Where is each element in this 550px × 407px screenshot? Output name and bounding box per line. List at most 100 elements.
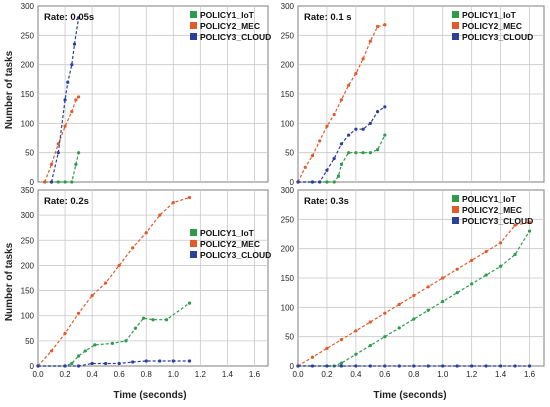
data-point-policy1-iot [484,273,488,277]
y-axis-label-top: Number of tasks [4,50,15,129]
data-point-policy2-mec [76,95,81,99]
legend-swatch [190,33,197,40]
data-point-policy1-iot [76,151,81,155]
data-point-policy3-cloud [397,364,401,368]
y-tick-label: 200 [281,245,295,254]
data-point-policy3-cloud [484,364,488,368]
data-point-policy1-iot [455,291,459,295]
x-tick-label: 1.2 [466,370,478,379]
data-point-policy3-cloud [131,360,135,364]
y-tick-label: 50 [285,333,294,342]
data-point-policy3-cloud [441,364,445,368]
y-tick-label: 150 [281,90,295,99]
data-point-policy2-mec [332,112,336,117]
x-tick-label: 1.4 [222,370,234,379]
data-point-policy2-mec [63,331,67,335]
y-tick-label: 200 [21,61,35,70]
data-point-policy2-mec [375,24,380,29]
data-point-policy1-iot [339,361,344,365]
data-point-policy2-mec [63,124,67,128]
data-point-policy2-mec [90,294,94,298]
data-point-policy3-cloud [171,359,175,363]
data-point-policy1-iot [133,326,138,330]
y-tick-label: 150 [281,274,295,283]
y-tick-label: 0 [30,362,35,371]
data-point-policy2-mec [441,276,445,280]
legend-label: POLICY3_CLOUD [462,216,533,226]
y-tick-label: 100 [281,119,295,128]
legend-label: POLICY1_IoT [200,10,255,20]
data-point-policy3-cloud [66,80,70,84]
data-point-policy1-iot [513,252,517,257]
x-tick-label: 0.0 [292,370,304,379]
data-point-policy2-mec [397,302,401,306]
data-point-policy3-cloud [36,364,40,368]
data-point-policy2-mec [43,180,47,184]
legend-label: POLICY2_MEC [462,205,522,215]
y-tick-label: 300 [21,211,35,220]
data-point-policy1-iot [470,282,474,286]
data-point-policy1-iot [383,133,387,137]
data-point-policy2-mec [104,281,108,285]
data-point-policy3-cloud [332,156,336,161]
data-point-policy2-mec [56,142,60,146]
data-point-policy1-iot [441,299,445,304]
legend-label: POLICY2_MEC [200,239,260,249]
data-point-policy2-mec [368,39,372,43]
x-axis-label-left: Time (seconds) [113,390,186,401]
data-point-policy2-mec [49,349,54,353]
panel-title: Rate: 0.3s [304,196,349,207]
data-point-policy2-mec [144,231,148,235]
data-point-policy3-cloud [158,359,162,363]
data-point-policy3-cloud [513,364,517,368]
data-point-policy2-mec [303,165,307,169]
y-tick-label: 200 [281,61,295,70]
data-point-policy2-mec [310,154,315,158]
data-point-policy2-mec [325,346,329,350]
data-point-policy2-mec [49,162,54,166]
panel-title: Rate: 0.2s [44,196,89,207]
data-point-policy3-cloud [383,105,387,109]
data-point-policy1-iot [70,180,74,184]
legend-label: POLICY1_IoT [462,194,517,204]
data-point-policy1-iot [354,151,358,155]
x-tick-label: 0.2 [59,370,71,379]
y-tick-label: 300 [281,2,295,11]
data-point-policy1-iot [426,308,430,312]
legend-swatch [452,217,459,224]
data-point-policy1-iot [187,301,192,305]
data-point-policy3-cloud [368,121,372,125]
data-point-policy2-mec [527,220,532,224]
data-point-policy3-cloud [325,168,329,172]
data-point-policy3-cloud [339,142,344,146]
data-point-policy2-mec [70,110,74,114]
data-point-policy1-iot [339,162,344,166]
x-tick-label: 0.6 [114,370,126,379]
legend-swatch [452,206,459,213]
y-axis-label-bottom: Number of tasks [4,242,15,321]
data-point-policy1-iot [332,180,336,184]
data-point-policy3-cloud [354,127,358,131]
data-point-policy3-cloud [76,16,81,20]
data-point-policy1-iot [375,148,380,152]
data-point-policy3-cloud [375,110,380,114]
data-point-policy3-cloud [310,180,315,184]
data-point-policy1-iot [368,151,372,155]
data-point-policy1-iot [74,162,78,166]
data-point-policy2-mec [318,139,322,143]
series-line-policy1-iot [298,230,531,367]
chart-panel-3: 0 50 100 150 200 250 300 350 0.0 0.2 0.4 0.6 0.8 1.0 1… [21,186,272,379]
data-point-policy1-iot [383,335,387,339]
data-point-policy3-cloud [347,133,351,137]
data-point-policy3-cloud [63,364,67,368]
data-point-policy1-iot [347,151,351,155]
data-point-policy1-iot [151,318,155,322]
data-point-policy2-mec [339,338,344,342]
y-tick-label: 300 [21,2,35,11]
legend-label: POLICY1_IoT [462,10,517,20]
data-point-policy1-iot [70,361,74,366]
x-tick-label: 0.8 [141,370,153,379]
data-point-policy2-mec [498,241,503,245]
data-point-policy2-mec [354,329,358,333]
